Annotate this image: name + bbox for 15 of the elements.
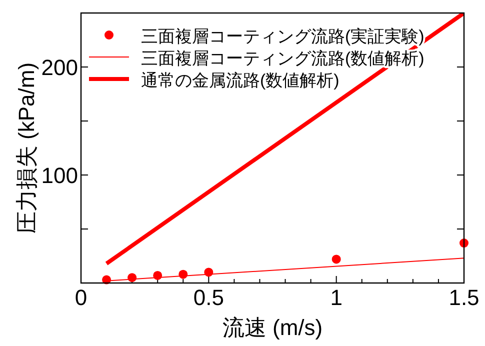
point: [178, 270, 188, 279]
point: [204, 268, 214, 277]
point: [332, 254, 341, 264]
x-tick-label: 0.5: [193, 285, 224, 310]
x-axis-title: 流速 (m/s): [222, 315, 323, 340]
point: [153, 270, 162, 280]
y-tick-label: 100: [41, 163, 78, 188]
x-tick-label: 0: [74, 285, 88, 310]
legend-label: 通常の金属流路(数値解析): [141, 71, 340, 90]
x-tick-label: 1.5: [448, 285, 480, 310]
point: [128, 273, 137, 282]
point: [102, 275, 112, 284]
y-tick-label: 200: [41, 55, 78, 80]
x-tick-label: 1: [330, 285, 342, 310]
y-axis-title: 圧力損失 (kPa/m): [14, 62, 39, 234]
